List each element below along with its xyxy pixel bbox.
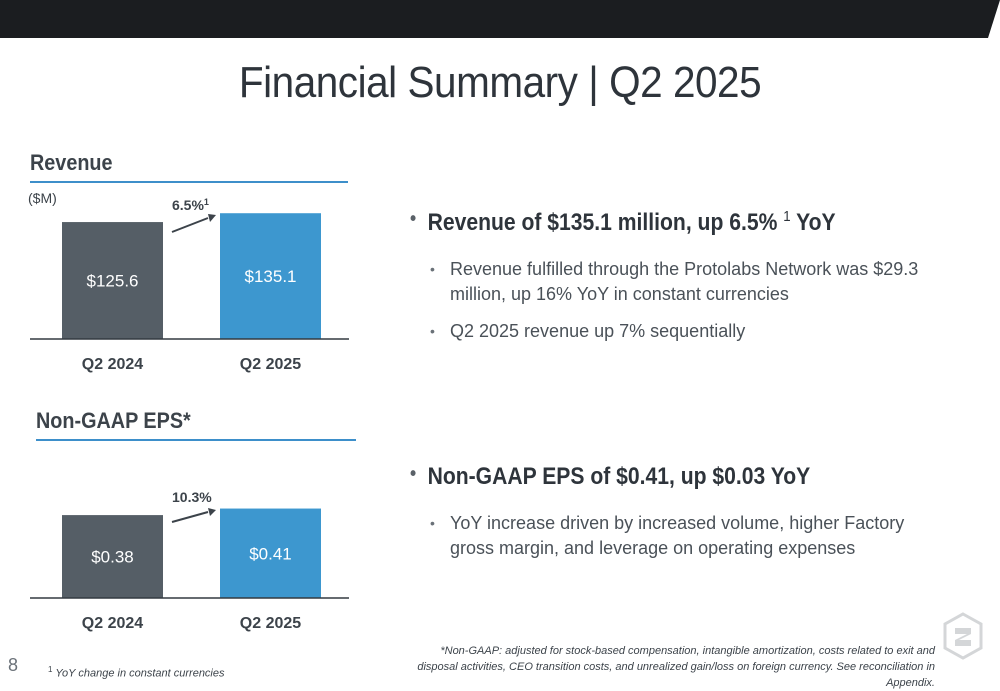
eps-sub-bullet: YoY increase driven by increased volume,… [410,511,950,561]
protolabs-logo-icon [943,612,983,665]
category-label: Q2 2024 [82,356,143,373]
footnote-sup: 1 [48,665,53,674]
eps-bullets: Non-GAAP EPS of $0.41, up $0.03 YoY YoY … [410,463,970,561]
revenue-main-suffix: YoY [796,209,836,236]
revenue-sub-bullet: Revenue fulfilled through the Protolabs … [410,257,950,307]
page-title: Financial Summary | Q2 2025 [238,58,762,107]
bar-q2-2024 [62,222,163,339]
revenue-heading: Revenue [30,150,113,175]
bar-value-label: $0.41 [249,544,292,563]
footnote-yoy: 1 YoY change in constant currencies [48,665,225,680]
revenue-unit: ($M) [28,190,57,206]
growth-arrow-icon [171,217,209,233]
bar-value-label: $125.6 [87,272,139,291]
category-label: Q2 2025 [240,356,301,373]
bar-q2-2025 [220,508,321,598]
bar-q2-2025 [220,213,321,339]
eps-heading: Non-GAAP EPS* [36,408,191,433]
top-bar [0,0,1000,38]
footnote-text: YoY change in constant currencies [55,667,225,680]
revenue-main-bullet: Revenue of $135.1 million, up 6.5% 1 YoY [410,208,903,237]
eps-underline [36,439,356,441]
bar-value-label: $0.38 [91,548,134,567]
revenue-sub-bullet: Q2 2025 revenue up 7% sequentially [410,319,950,344]
footnote-non-gaap: *Non-GAAP: adjusted for stock-based comp… [417,645,935,689]
arrowhead-icon [208,508,216,516]
category-label: Q2 2024 [82,615,143,632]
page-number: 8 [8,655,19,675]
eps-chart: 10.3% $0.38 Q2 2024 $0.41 Q2 2025 [30,489,349,632]
growth-arrow-icon [171,511,209,523]
revenue-chart: 6.5%1 $125.6 Q2 2024 $135.1 Q2 2025 [30,197,349,373]
category-label: Q2 2025 [240,615,301,632]
eps-change-label: 10.3% [172,489,212,505]
bar-value-label: $135.1 [245,267,297,286]
eps-main-bullet: Non-GAAP EPS of $0.41, up $0.03 YoY [410,463,903,491]
revenue-change-label: 6.5%1 [172,197,209,213]
revenue-main-sup: 1 [783,208,791,225]
revenue-bullets: Revenue of $135.1 million, up 6.5% 1 YoY… [410,208,970,344]
revenue-main-text: Revenue of $135.1 million, up 6.5% [427,209,778,236]
arrowhead-icon [208,214,216,222]
revenue-underline [30,181,348,183]
bar-q2-2024 [62,515,163,598]
